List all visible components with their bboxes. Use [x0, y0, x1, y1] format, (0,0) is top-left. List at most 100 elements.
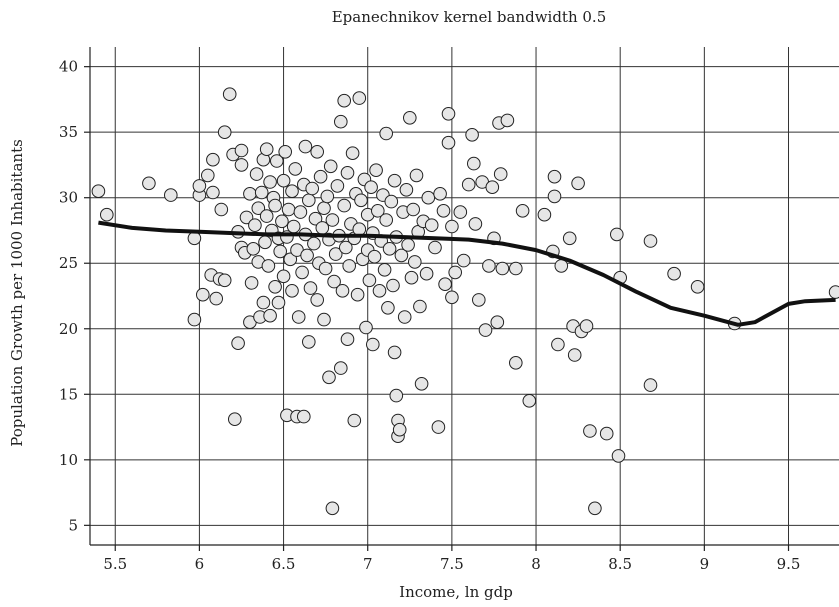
data-point	[201, 168, 215, 183]
data-point	[599, 426, 614, 441]
data-point	[667, 266, 681, 281]
data-point	[164, 188, 178, 202]
data-point	[421, 190, 436, 205]
data-point	[286, 219, 301, 234]
data-point	[243, 187, 257, 201]
data-point	[571, 176, 585, 191]
data-point	[369, 163, 383, 177]
data-point	[350, 287, 365, 302]
data-point	[467, 156, 481, 171]
data-point	[285, 284, 299, 298]
data-point	[327, 274, 341, 289]
data-point	[384, 194, 399, 209]
data-point	[445, 219, 459, 234]
data-point	[281, 202, 296, 217]
data-point	[305, 181, 320, 196]
data-point	[303, 281, 318, 295]
chart-title: Epanechnikov kernel bandwidth 0.5	[332, 8, 607, 26]
data-point	[337, 93, 352, 108]
data-point	[611, 449, 626, 463]
data-point	[537, 207, 552, 222]
data-point	[337, 198, 352, 213]
data-point	[330, 179, 345, 193]
y-tick-label: 5	[68, 516, 78, 534]
data-point	[588, 501, 602, 516]
data-point	[509, 356, 523, 370]
data-point	[307, 236, 321, 251]
data-point	[187, 312, 202, 327]
data-point	[276, 269, 291, 284]
data-point	[192, 179, 207, 193]
data-point	[259, 209, 274, 223]
data-point	[377, 263, 392, 277]
data-point	[472, 293, 486, 307]
data-point	[551, 337, 565, 352]
data-point	[234, 158, 249, 172]
data-point	[276, 173, 291, 188]
data-point	[579, 319, 594, 333]
data-point	[278, 145, 293, 159]
data-point	[283, 252, 298, 267]
data-point	[142, 176, 156, 191]
data-point	[643, 378, 658, 392]
y-tick-label: 10	[59, 451, 78, 469]
data-point	[394, 248, 409, 263]
data-point	[268, 280, 282, 294]
data-point	[317, 312, 331, 327]
data-point	[441, 135, 456, 150]
y-axis-ticks: 5 10 15 20 25 30 35 40	[59, 58, 90, 534]
data-point	[334, 114, 348, 129]
data-point	[456, 253, 471, 268]
data-point	[288, 162, 303, 176]
data-point	[291, 310, 306, 324]
data-point	[367, 249, 382, 264]
data-point	[366, 337, 380, 352]
data-point	[328, 247, 343, 261]
x-tick-label: 5.5	[103, 555, 127, 573]
data-point	[424, 218, 439, 232]
smooth-line-path	[98, 220, 836, 327]
axes	[89, 47, 839, 546]
data-point	[206, 185, 220, 200]
data-point	[828, 285, 839, 299]
data-point	[342, 259, 357, 273]
x-tick-label: 8	[531, 555, 541, 573]
data-point	[334, 361, 348, 375]
data-point	[431, 420, 446, 434]
data-point	[275, 214, 289, 229]
data-point	[335, 284, 350, 298]
y-axis-label: Population Growth per 1000 Inhabitants	[8, 139, 26, 447]
data-point	[352, 222, 367, 236]
y-tick-label: 15	[59, 385, 78, 403]
data-point	[256, 295, 271, 310]
data-point	[490, 315, 505, 330]
data-point	[441, 107, 456, 121]
data-point	[414, 377, 429, 391]
data-point	[399, 183, 414, 197]
data-point	[547, 189, 562, 204]
data-point	[293, 205, 308, 219]
data-point	[302, 335, 316, 349]
data-point	[438, 277, 452, 292]
x-tick-label: 6	[195, 555, 205, 573]
data-point	[404, 270, 419, 285]
data-point	[263, 308, 277, 323]
data-point	[297, 409, 311, 424]
y-tick-label: 25	[59, 254, 78, 272]
y-tick-label: 30	[59, 189, 78, 207]
data-point	[231, 336, 245, 351]
data-point	[562, 231, 577, 246]
x-axis-ticks: 5.5 6 6.5 7 7.5 8 8.5 9 9.5	[103, 545, 800, 573]
data-point	[495, 261, 510, 276]
data-point	[298, 139, 313, 154]
data-point	[610, 227, 624, 242]
data-point	[217, 125, 232, 139]
data-point	[258, 235, 272, 250]
data-point	[468, 217, 483, 231]
data-point	[583, 424, 597, 438]
data-point	[206, 152, 220, 167]
data-point	[320, 189, 335, 204]
data-point	[690, 280, 705, 294]
data-point	[364, 180, 378, 194]
